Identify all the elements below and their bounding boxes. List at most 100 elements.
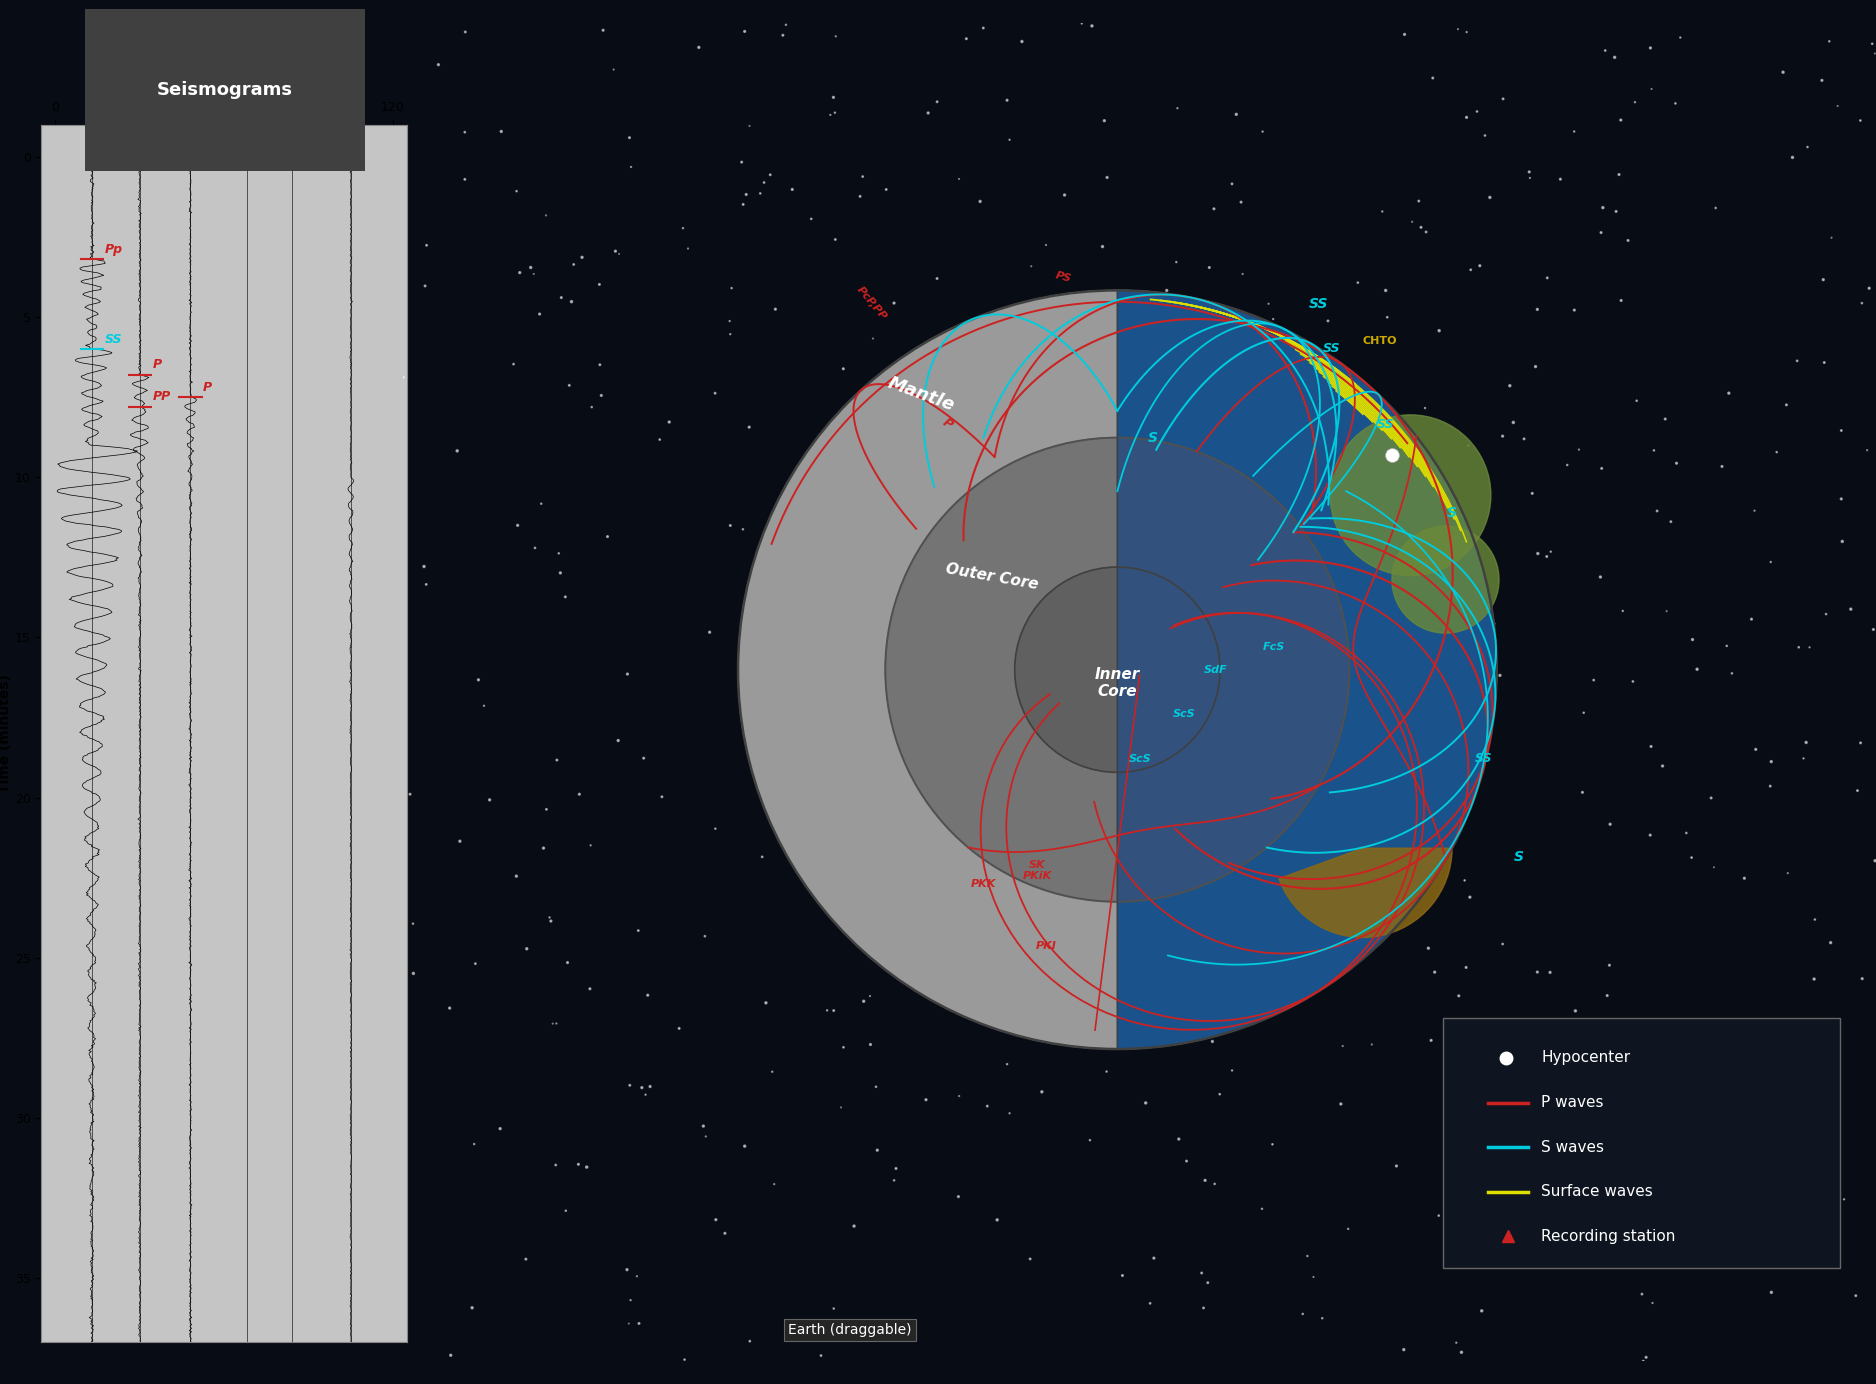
Point	[1214, 464, 1244, 486]
Point	[1088, 235, 1118, 257]
Point	[1456, 886, 1486, 908]
Point	[1090, 716, 1120, 738]
Point	[1189, 1169, 1219, 1192]
Point	[1808, 268, 1838, 291]
Point	[914, 102, 944, 125]
Point	[670, 1348, 700, 1370]
Point	[1823, 95, 1853, 118]
Point	[1767, 61, 1797, 83]
Point	[1075, 1129, 1105, 1151]
Point	[1533, 267, 1563, 289]
Text: XMAS: XMAS	[345, 118, 356, 151]
Point	[388, 367, 418, 389]
Point	[559, 253, 589, 275]
Point	[870, 179, 900, 201]
Point	[1810, 603, 1840, 626]
Point	[1861, 850, 1876, 872]
Point	[1090, 109, 1120, 131]
Point	[882, 1157, 912, 1179]
Point	[613, 1312, 643, 1334]
Point	[1461, 101, 1491, 123]
Point	[1092, 1060, 1122, 1082]
Point	[1313, 310, 1343, 332]
Point	[983, 1208, 1013, 1230]
Point	[1298, 1266, 1328, 1289]
Point	[615, 156, 645, 179]
Point	[1383, 869, 1413, 891]
Point	[1152, 280, 1182, 302]
Text: SK
PKiK: SK PKiK	[1022, 859, 1052, 882]
Text: P: P	[940, 417, 955, 432]
Point	[1559, 299, 1589, 321]
Point	[632, 984, 662, 1006]
Point	[1651, 601, 1681, 623]
Point	[1188, 1262, 1218, 1284]
Point	[1129, 634, 1159, 656]
Text: SdF: SdF	[1204, 664, 1227, 674]
Point	[1017, 255, 1047, 277]
Point	[728, 194, 758, 216]
Point	[1227, 191, 1257, 213]
Text: S waves: S waves	[1542, 1139, 1604, 1154]
Point	[1097, 400, 1127, 422]
Point	[1107, 458, 1137, 480]
Point	[505, 262, 535, 284]
Point	[1443, 18, 1473, 40]
Point	[1026, 617, 1056, 639]
Point	[668, 217, 698, 239]
Point	[855, 1034, 885, 1056]
Text: SS: SS	[105, 332, 122, 346]
Point	[1006, 322, 1036, 345]
Point	[1842, 779, 1872, 801]
Point	[848, 990, 878, 1012]
Point	[1636, 78, 1666, 100]
Point	[1816, 227, 1846, 249]
Point	[1430, 504, 1460, 526]
Text: S: S	[1148, 430, 1157, 444]
Point	[1521, 299, 1551, 321]
Point	[1561, 999, 1591, 1021]
Text: Recording station: Recording station	[1542, 1229, 1675, 1244]
Point	[585, 354, 615, 376]
Point	[501, 180, 531, 202]
Point	[1608, 599, 1638, 621]
Point	[1383, 742, 1413, 764]
Point	[728, 518, 758, 540]
Point	[876, 572, 906, 594]
Point	[861, 1075, 891, 1098]
Text: P: P	[152, 358, 161, 371]
Point	[1857, 33, 1876, 55]
Point	[1411, 221, 1441, 244]
Text: PcP,PP: PcP,PP	[855, 285, 889, 322]
Point	[520, 263, 550, 285]
Point	[516, 256, 546, 278]
Text: Surface waves: Surface waves	[1542, 1185, 1653, 1200]
Point	[1392, 597, 1422, 619]
Point	[1326, 1093, 1356, 1116]
Point	[1762, 441, 1792, 464]
Point	[992, 89, 1022, 111]
Point	[450, 21, 480, 43]
Point	[1814, 30, 1844, 53]
Point	[1450, 1215, 1480, 1237]
Point	[1544, 1122, 1574, 1145]
Point	[1446, 1341, 1476, 1363]
Point	[1702, 197, 1732, 219]
Point	[604, 242, 634, 264]
Point	[1666, 26, 1696, 48]
Point	[1388, 1338, 1418, 1360]
Text: PKI: PKI	[1036, 941, 1056, 951]
Point	[1677, 847, 1707, 869]
Point	[1135, 1293, 1165, 1315]
Point	[1606, 289, 1636, 311]
Point	[1116, 638, 1146, 660]
Point	[1413, 937, 1443, 959]
Point	[1293, 339, 1323, 361]
Point	[1628, 1351, 1658, 1373]
Point	[1846, 109, 1876, 131]
Point	[1733, 1169, 1763, 1192]
Point	[1418, 66, 1448, 89]
Point	[690, 925, 720, 947]
Point	[501, 865, 531, 887]
Point	[1338, 785, 1368, 807]
